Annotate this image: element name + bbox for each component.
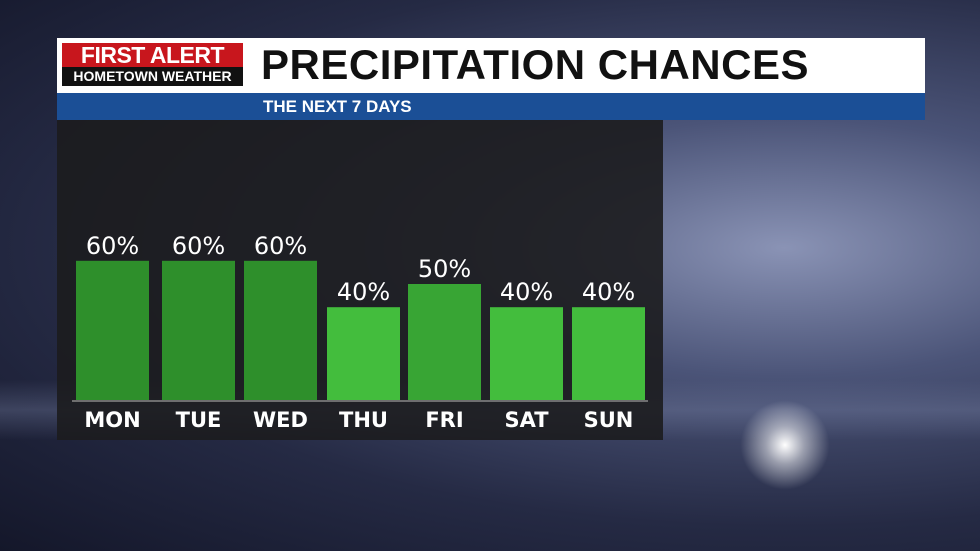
bar-sun <box>572 307 645 400</box>
x-tick-label: SUN <box>584 408 634 432</box>
x-tick-label: THU <box>339 408 388 432</box>
subtitle-bar: THE NEXT 7 DAYS <box>57 93 925 120</box>
bar-tue <box>162 260 235 400</box>
data-label: 60% <box>172 232 225 260</box>
page-title: PRECIPITATION CHANCES <box>261 41 809 88</box>
x-tick-label: WED <box>253 408 308 432</box>
data-label: 60% <box>86 232 139 260</box>
bar-sat <box>490 307 563 400</box>
bar-thu <box>327 307 400 400</box>
bar-fri <box>408 284 481 400</box>
data-label: 40% <box>500 278 553 306</box>
data-label: 40% <box>337 278 390 306</box>
x-tick-label: FRI <box>425 408 463 432</box>
data-label: 60% <box>254 232 307 260</box>
logo-first-alert: FIRST ALERT <box>62 43 243 67</box>
background-light-glow <box>740 400 830 490</box>
bar-mon <box>76 260 149 400</box>
data-label: 40% <box>582 278 635 306</box>
x-tick-label: MON <box>84 408 140 432</box>
logo-hometown-weather: HOMETOWN WEATHER <box>62 67 243 86</box>
header-bar: FIRST ALERT HOMETOWN WEATHER PRECIPITATI… <box>57 38 925 93</box>
bar-wed <box>244 260 317 400</box>
x-tick-label: TUE <box>176 408 222 432</box>
data-label: 50% <box>418 255 471 283</box>
page-subtitle: THE NEXT 7 DAYS <box>263 97 412 116</box>
x-tick-label: SAT <box>504 408 549 432</box>
